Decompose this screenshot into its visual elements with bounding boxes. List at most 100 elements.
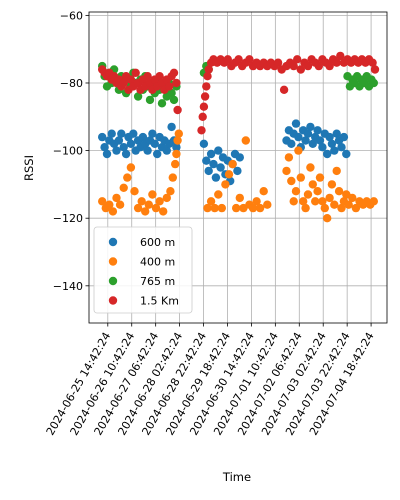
data-point — [100, 143, 109, 152]
data-point — [273, 58, 283, 67]
data-point — [332, 166, 341, 176]
data-point — [199, 139, 209, 148]
data-point — [287, 139, 296, 148]
data-point — [318, 143, 327, 152]
data-point — [133, 92, 143, 101]
data-point — [148, 190, 157, 199]
legend-label: 765 m — [140, 275, 175, 288]
data-point — [313, 126, 322, 135]
data-point — [162, 146, 171, 155]
data-point — [202, 82, 211, 91]
data-point — [217, 203, 226, 213]
data-point — [330, 200, 339, 209]
data-point — [172, 149, 181, 159]
data-point — [173, 105, 182, 115]
data-point — [306, 163, 315, 172]
data-point — [323, 214, 332, 223]
data-point — [162, 193, 171, 203]
data-point — [279, 85, 289, 95]
data-point — [221, 180, 230, 189]
data-point — [344, 200, 353, 209]
data-point — [165, 82, 174, 91]
data-point — [245, 55, 254, 64]
legend-marker — [108, 257, 118, 266]
data-point — [294, 146, 303, 155]
data-point — [348, 193, 357, 203]
data-point — [129, 129, 138, 138]
data-point — [131, 68, 140, 78]
y-tick-label: −120 — [53, 212, 83, 225]
data-point — [303, 190, 313, 199]
data-points — [98, 51, 380, 223]
data-point — [199, 102, 209, 111]
data-point — [301, 136, 310, 145]
data-point — [214, 190, 223, 199]
data-point — [342, 149, 351, 159]
data-point — [155, 72, 164, 81]
data-point — [119, 78, 128, 88]
data-point — [123, 173, 132, 182]
data-point — [314, 61, 323, 71]
data-point — [332, 58, 341, 67]
data-point — [105, 200, 114, 209]
data-point — [252, 197, 261, 206]
data-point — [369, 78, 378, 88]
data-point — [235, 193, 244, 203]
data-point — [148, 129, 157, 138]
data-point — [112, 193, 121, 203]
data-point — [206, 197, 216, 206]
data-point — [203, 72, 212, 81]
data-point — [138, 132, 148, 142]
data-point — [315, 136, 325, 145]
data-point — [174, 129, 183, 138]
data-point — [370, 65, 380, 74]
y-tick-label: −60 — [60, 9, 83, 22]
series-0 — [98, 119, 351, 186]
y-axis: −140 −120 −100 −80 −60 — [53, 9, 89, 293]
data-point — [172, 143, 181, 152]
data-point — [248, 203, 258, 213]
data-point — [291, 119, 301, 128]
data-point — [126, 139, 136, 148]
y-tick-label: −80 — [60, 77, 83, 90]
data-point — [303, 61, 313, 71]
data-point — [211, 173, 221, 182]
data-point — [157, 99, 167, 108]
data-point — [325, 132, 334, 142]
data-point — [235, 153, 244, 162]
data-point — [126, 163, 136, 172]
data-point — [130, 187, 139, 196]
x-axis-title: Time — [222, 470, 251, 484]
data-point — [224, 170, 234, 179]
data-point — [121, 149, 131, 159]
data-point — [308, 139, 317, 148]
legend-marker — [108, 276, 118, 286]
data-point — [144, 200, 153, 209]
data-point — [206, 149, 216, 159]
data-point — [234, 55, 243, 64]
data-point — [203, 203, 212, 213]
data-point — [332, 129, 341, 138]
data-point — [318, 197, 327, 206]
data-point — [263, 200, 272, 209]
series-3 — [98, 51, 380, 135]
data-point — [315, 173, 325, 182]
data-point — [107, 129, 116, 138]
data-point — [143, 146, 152, 155]
data-point — [133, 203, 143, 213]
data-point — [141, 207, 150, 216]
legend-box — [93, 226, 193, 314]
data-point — [159, 207, 168, 216]
data-point — [102, 149, 112, 159]
data-point — [306, 122, 315, 132]
data-point — [202, 156, 211, 165]
data-point — [282, 166, 291, 176]
data-point — [214, 146, 223, 155]
y-tick-label: −140 — [53, 280, 83, 293]
data-point — [167, 88, 176, 98]
y-tick-label: −100 — [53, 145, 83, 158]
data-point — [327, 139, 337, 148]
data-point — [171, 159, 180, 169]
data-point — [216, 163, 225, 172]
